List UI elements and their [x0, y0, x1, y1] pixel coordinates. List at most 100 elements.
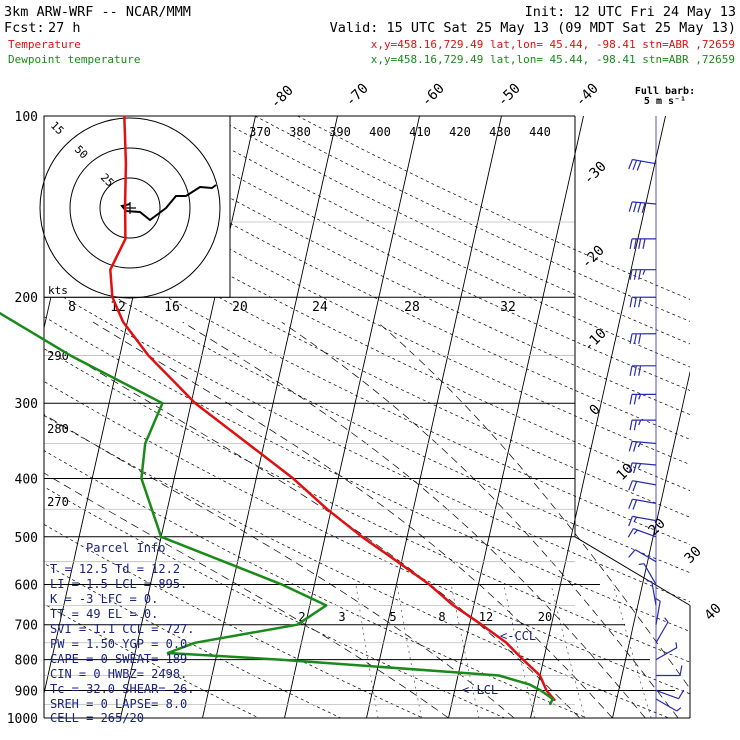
wind-barb-staff: [655, 689, 679, 700]
pressure-label-600: 600: [15, 578, 38, 593]
wind-barb: [628, 515, 657, 527]
mixing-ratio-line: [503, 584, 535, 718]
mixing-ratio-label: 12: [479, 610, 493, 624]
temperature-trace-point: [522, 659, 524, 661]
moist-adiabat-line: [377, 321, 690, 690]
hodograph-ring: [99, 177, 161, 239]
theta-left-label: 290: [47, 349, 69, 363]
dewpoint-trace-point: [161, 402, 163, 404]
hodograph-speed-label: 8: [68, 300, 76, 315]
wind-barb-staff: [634, 549, 657, 563]
isotherm-line: [695, 116, 740, 718]
wind-barb-flag: [655, 597, 661, 602]
wind-barb-flag: [629, 365, 633, 376]
isotherm-label: -20: [579, 243, 608, 272]
wind-barbs: [627, 116, 685, 718]
hodograph-ring: [39, 117, 221, 299]
isotherm-label: -60: [419, 81, 448, 110]
temperature-trace-point: [452, 604, 454, 607]
parcel-row-2: LI = 1.5 LCL = 895.: [50, 577, 187, 591]
hodograph-speed-label: 32: [500, 300, 516, 315]
pressure-label-1000: 1000: [7, 712, 38, 727]
mixing-ratio-label: 5: [389, 610, 396, 624]
wind-barb-flag: [638, 238, 642, 250]
temperature-trace-point: [428, 583, 430, 586]
wind-barb-flag: [633, 238, 637, 250]
temperature-location: x,y=458.16,729.49 lat,lon= 45.44, -98.41…: [371, 38, 735, 51]
dewpoint-trace-point: [325, 604, 327, 607]
theta-label: 440: [529, 125, 551, 139]
full-barb-label: Full barb:: [635, 86, 695, 97]
wind-barb-flag: [629, 238, 633, 250]
parcel-row-4: TT = 49 EL = 0.: [50, 607, 158, 621]
hodograph-speed-label: 20: [232, 300, 248, 315]
full-barb-units: 5 m s⁻¹: [644, 96, 686, 107]
wind-barb-flag: [628, 498, 633, 509]
temperature-trace-point: [122, 321, 124, 323]
wind-barb: [646, 580, 657, 606]
isotherm-label: -80: [268, 83, 297, 112]
wind-barb-flag: [629, 269, 633, 280]
wind-barb-flag: [628, 462, 633, 473]
wind-barb-staff: [643, 563, 657, 585]
theta-label: 370: [249, 125, 271, 139]
mixing-ratio-line: [355, 584, 379, 718]
temperature-trace-point: [481, 624, 483, 626]
wind-barb-flag: [628, 480, 633, 491]
wind-barb-flag: [638, 394, 642, 400]
wind-barb-flag: [642, 269, 646, 275]
parcel-info-box: Parcel Info T = 12.5 Td = 12.2 LI = 1.5 …: [50, 541, 195, 725]
wind-barb: [629, 365, 657, 376]
hodograph-speed-label: 28: [404, 300, 420, 315]
dewpoint-trace-point: [296, 624, 298, 626]
wind-barb-flag: [628, 441, 633, 452]
temperature-trace-point: [545, 689, 548, 692]
isotherm-line: [284, 116, 420, 718]
wind-barb-flag: [628, 516, 633, 527]
temperature-trace-point: [147, 355, 150, 357]
lcl-annotation: <-LCL: [462, 683, 498, 697]
wind-barb-flag: [629, 297, 633, 308]
wind-barb-flag: [629, 419, 633, 431]
wind-barb: [655, 642, 678, 661]
wind-barb-flag: [633, 529, 638, 535]
dewpoint-trace-point: [540, 689, 542, 692]
dewpoint-trace-point: [194, 642, 196, 644]
wind-barb-flag: [636, 160, 642, 171]
mixing-ratio-label: 3: [338, 610, 345, 624]
wind-barb-flag: [638, 269, 642, 280]
parcel-info-title: Parcel Info: [86, 541, 165, 555]
parcel-row-5: SVI = 1.1 CCL = 727.: [50, 622, 195, 636]
temperature-trace-point: [396, 561, 399, 563]
ccl-annotation: <-CCL: [500, 629, 536, 643]
isotherm-label: -40: [573, 81, 602, 110]
dewpoint-trace-point: [140, 477, 142, 479]
isotherm-label: -70: [343, 81, 372, 110]
temperature-trace-point: [194, 402, 196, 404]
wind-barb-flag: [638, 419, 642, 426]
isotherm-line: [612, 370, 690, 718]
temperature-trace-point: [124, 238, 126, 240]
wind-barb: [655, 698, 682, 712]
theta-label: 380: [289, 125, 311, 139]
wind-barb: [655, 665, 683, 677]
isotherm-line: [366, 116, 502, 718]
wind-barb-flag: [632, 481, 638, 492]
wind-barb-staff: [655, 621, 669, 644]
temperature-trace-point: [124, 203, 126, 205]
wind-barb-staff: [655, 698, 678, 712]
dry-adiabat-line: [127, 116, 690, 391]
wind-barb-flag: [633, 297, 637, 308]
dewpoint-trace-point: [160, 536, 162, 538]
wind-barb-flag: [633, 365, 637, 376]
pressure-label-700: 700: [15, 619, 38, 634]
wind-barb-flag: [633, 202, 637, 213]
wind-barb-flag: [633, 419, 637, 431]
wind-barb: [628, 549, 657, 563]
wind-barb: [627, 528, 657, 538]
wind-barb-flag: [641, 202, 646, 213]
wind-barb-staff: [655, 600, 661, 625]
model-title: 3km ARW-WRF -- NCAR/MMM: [4, 4, 191, 20]
